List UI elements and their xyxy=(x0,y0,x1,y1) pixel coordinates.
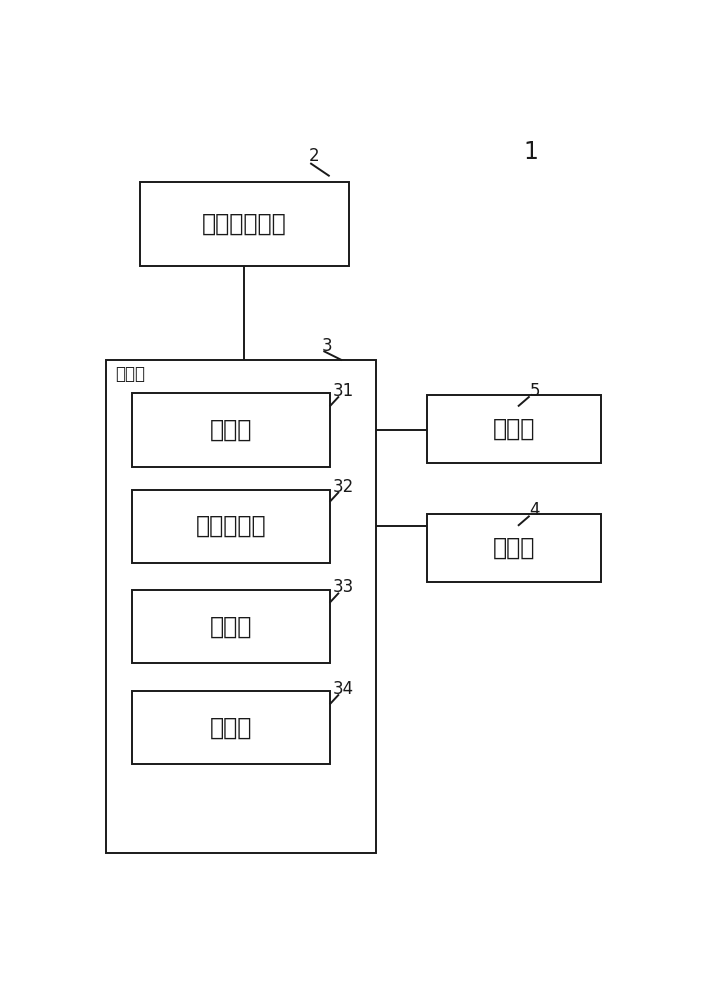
Text: 3: 3 xyxy=(322,337,332,355)
Text: 存储部: 存储部 xyxy=(493,417,535,441)
Text: 设定部: 设定部 xyxy=(209,716,252,740)
Bar xyxy=(132,691,330,764)
Text: 1: 1 xyxy=(523,140,538,164)
Text: 车车间通信部: 车车间通信部 xyxy=(202,212,287,236)
Bar xyxy=(427,514,601,582)
Text: 车艶检测部: 车艶检测部 xyxy=(195,514,266,538)
Bar xyxy=(427,395,601,463)
Text: 33: 33 xyxy=(333,578,354,596)
Text: 操作部: 操作部 xyxy=(493,536,535,560)
Bar xyxy=(132,590,330,663)
Text: 32: 32 xyxy=(333,478,354,496)
Bar xyxy=(107,360,376,853)
Text: 获取部: 获取部 xyxy=(209,418,252,442)
Text: 4: 4 xyxy=(530,501,541,519)
Text: 5: 5 xyxy=(530,382,541,400)
Bar xyxy=(139,182,349,266)
Text: 控制部: 控制部 xyxy=(114,365,144,383)
Text: 2: 2 xyxy=(309,147,320,165)
Bar xyxy=(132,490,330,563)
Text: 31: 31 xyxy=(333,382,354,400)
Text: 判断部: 判断部 xyxy=(209,614,252,638)
Bar xyxy=(132,393,330,466)
Text: 34: 34 xyxy=(333,680,354,698)
